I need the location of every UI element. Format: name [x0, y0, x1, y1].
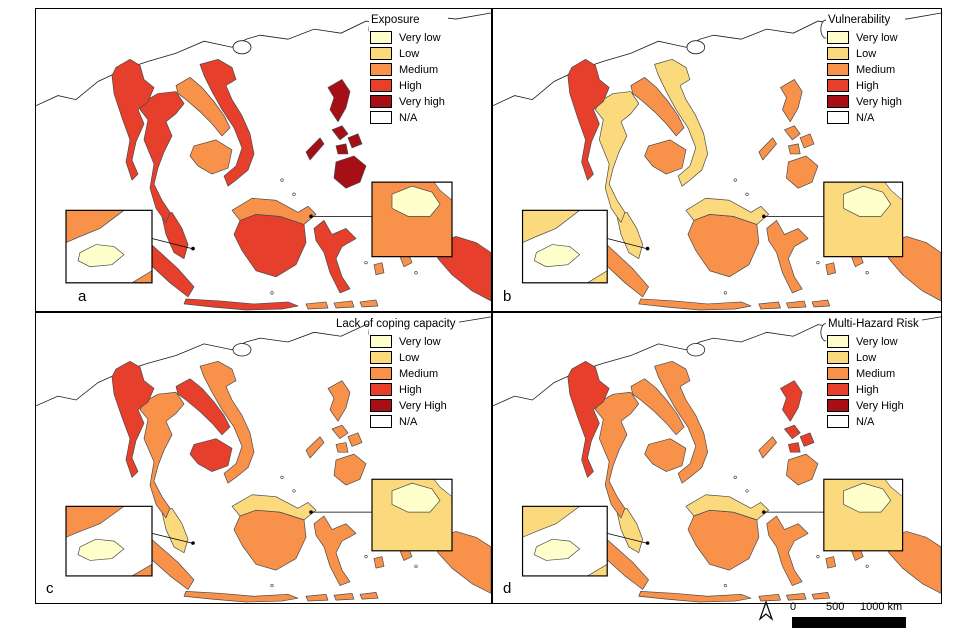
legend-row: Very low [370, 31, 445, 44]
legend-row: Medium [827, 367, 919, 380]
legend-row: Medium [827, 63, 902, 76]
legend-row: High [370, 383, 456, 396]
north-arrow-icon [758, 601, 774, 621]
legend-swatch-very-high [827, 399, 849, 412]
map-panel-a: Exposure Very low Low Medium High Very h… [35, 8, 492, 312]
legend-multi-hazard-risk: Multi-Hazard Risk Very low Low Medium Hi… [826, 317, 922, 433]
legend-label: High [399, 79, 422, 92]
legend-swatch-very-high [827, 95, 849, 108]
legend-label: High [856, 383, 879, 396]
legend-row: Medium [370, 367, 456, 380]
legend-label: Medium [856, 63, 896, 76]
legend-label: N/A [856, 111, 875, 124]
legend-swatch-very-low [370, 335, 392, 348]
legend-label: Very low [399, 31, 441, 44]
legend-row: N/A [370, 111, 445, 124]
scale-tick-1000: 1000 km [860, 601, 903, 613]
scale-tick-500: 500 [826, 601, 845, 613]
legend-label: N/A [856, 415, 875, 428]
map-panel-d: Multi-Hazard Risk Very low Low Medium Hi… [492, 312, 942, 604]
legend-row: Low [370, 47, 445, 60]
legend-row: Low [827, 351, 919, 364]
legend-label: Very high [399, 95, 445, 108]
legend-swatch-na [370, 415, 392, 428]
legend-label: Very low [399, 335, 441, 348]
legend-row: Very high [370, 95, 445, 108]
legend-swatch-very-high [370, 399, 392, 412]
legend-swatch-medium [827, 367, 849, 380]
legend-swatch-low [370, 351, 392, 364]
map-canvas-coping-capacity [36, 316, 491, 603]
legend-label: Very low [856, 335, 898, 348]
legend-swatch-low [827, 47, 849, 60]
legend-label: Low [399, 351, 420, 364]
panel-letter-c: c [46, 580, 54, 597]
legend-row: Very high [827, 95, 902, 108]
legend-row: High [370, 79, 445, 92]
legend-title: Lack of coping capacity [336, 318, 456, 330]
legend-row: Low [370, 351, 456, 364]
scale-bar: 0 500 1000 km [752, 600, 952, 636]
map-canvas-exposure [36, 12, 491, 311]
legend-swatch-very-high [370, 95, 392, 108]
legend-swatch-low [370, 47, 392, 60]
legend-swatch-very-low [827, 335, 849, 348]
legend-label: Medium [856, 367, 896, 380]
legend-row: N/A [827, 111, 902, 124]
legend-label: Low [856, 47, 877, 60]
legend-row: N/A [827, 415, 919, 428]
legend-row: Medium [370, 63, 445, 76]
legend-label: N/A [399, 111, 418, 124]
panel-letter-d: d [503, 580, 512, 597]
legend-row: High [827, 79, 902, 92]
legend-swatch-high [370, 79, 392, 92]
legend-row: High [827, 383, 919, 396]
panel-letter-a: a [78, 288, 87, 305]
legend-label: Low [399, 47, 420, 60]
legend-row: N/A [370, 415, 456, 428]
legend-title: Exposure [371, 14, 420, 26]
legend-swatch-medium [370, 63, 392, 76]
legend-label: High [399, 383, 422, 396]
map-panel-c: Lack of coping capacity Very low Low Med… [35, 312, 492, 604]
legend-label: Very high [856, 95, 902, 108]
panel-letter-b: b [503, 288, 512, 305]
map-panel-b: Vulnerability Very low Low Medium High V… [492, 8, 942, 312]
legend-label: Medium [399, 63, 439, 76]
legend-row: Very low [827, 31, 902, 44]
legend-swatch-low [827, 351, 849, 364]
legend-exposure: Exposure Very low Low Medium High Very h… [369, 13, 448, 129]
legend-swatch-very-low [827, 31, 849, 44]
legend-label: Very low [856, 31, 898, 44]
legend-label: Very High [856, 399, 904, 412]
legend-title: Vulnerability [828, 14, 891, 26]
legend-swatch-high [370, 383, 392, 396]
legend-title: Multi-Hazard Risk [828, 318, 919, 330]
legend-swatch-medium [827, 63, 849, 76]
legend-swatch-na [827, 111, 849, 124]
legend-swatch-very-low [370, 31, 392, 44]
scale-tick-0: 0 [790, 601, 797, 613]
legend-row: Very High [827, 399, 919, 412]
scale-bar-rule [792, 617, 906, 628]
legend-vulnerability: Vulnerability Very low Low Medium High V… [826, 13, 905, 129]
map-canvas-multi-hazard-risk [493, 316, 941, 603]
legend-row: Very low [370, 335, 456, 348]
legend-swatch-medium [370, 367, 392, 380]
legend-label: Medium [399, 367, 439, 380]
legend-row: Low [827, 47, 902, 60]
legend-coping-capacity: Lack of coping capacity Very low Low Med… [336, 317, 459, 433]
legend-swatch-na [370, 111, 392, 124]
legend-label: Low [856, 351, 877, 364]
legend-row: Very High [370, 399, 456, 412]
legend-label: Very High [399, 399, 447, 412]
legend-label: N/A [399, 415, 418, 428]
legend-label: High [856, 79, 879, 92]
legend-swatch-na [827, 415, 849, 428]
legend-swatch-high [827, 383, 849, 396]
legend-swatch-high [827, 79, 849, 92]
map-canvas-vulnerability [493, 12, 941, 311]
legend-row: Very low [827, 335, 919, 348]
